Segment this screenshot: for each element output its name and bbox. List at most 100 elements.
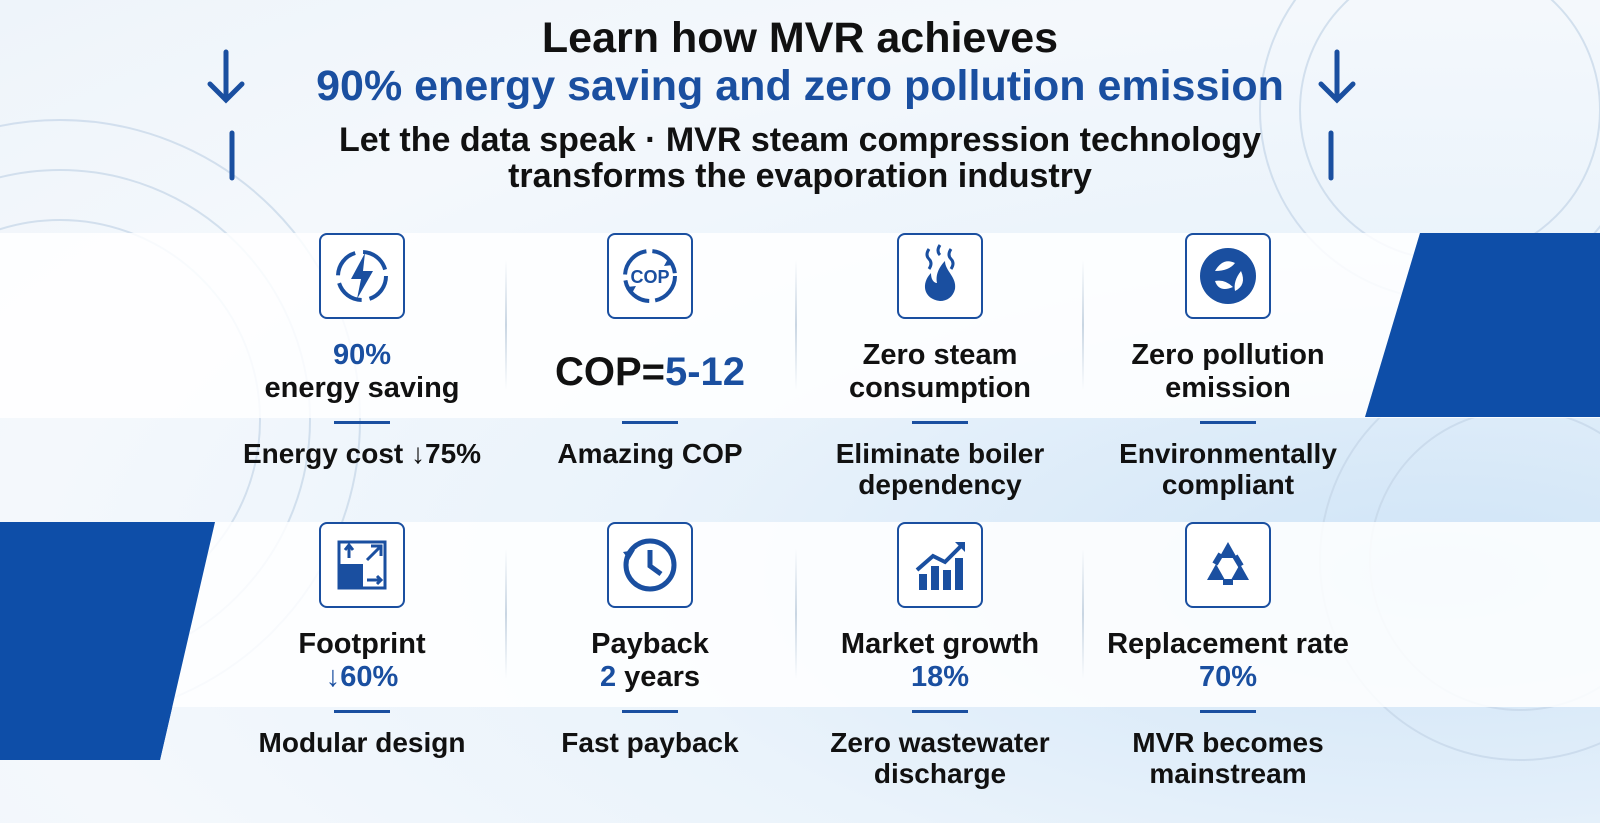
headline-line: ↓60% — [326, 661, 399, 694]
icon-graphic — [1200, 248, 1256, 304]
column-separator — [505, 260, 507, 390]
label: Footprint — [298, 628, 426, 660]
label: energy saving — [264, 372, 460, 404]
column-separator — [795, 549, 797, 679]
headline: Payback 2 years — [591, 614, 709, 708]
tagline: Let the data speak · MVR steam compressi… — [0, 122, 1600, 194]
caption-line: discharge — [873, 758, 1007, 789]
caption: MVR becomes mainstream — [1132, 727, 1323, 789]
column-separator — [1082, 260, 1084, 390]
headline-line: 90% — [333, 339, 391, 372]
divider — [1200, 421, 1256, 424]
caption-line: Amazing COP — [557, 438, 743, 469]
caption-line: compliant — [1161, 469, 1295, 500]
icon-graphic — [337, 540, 387, 590]
label: years — [616, 661, 700, 693]
caption: Fast payback — [561, 727, 738, 758]
stat-card: Payback 2 years Fast payback — [505, 522, 795, 792]
headline: Replacement rate 70% — [1107, 614, 1349, 708]
stat-card: 90% energy saving Energy cost ↓75% — [217, 233, 507, 503]
stat-card: Footprint ↓60% Modular design — [217, 522, 507, 792]
divider — [912, 710, 968, 713]
icon-graphic — [1207, 542, 1249, 585]
label: emission — [1165, 372, 1291, 404]
headline-line: 70% — [1199, 661, 1257, 694]
divider — [334, 421, 390, 424]
headline: Market growth 18% — [841, 614, 1039, 708]
divider — [912, 421, 968, 424]
metric: 90% — [332, 339, 392, 371]
icon-graphic — [623, 538, 677, 592]
icon — [607, 522, 693, 608]
divider — [622, 710, 678, 713]
caption: Eliminate boiler dependency — [836, 438, 1045, 500]
headline-line: 2 years — [600, 661, 700, 694]
caption: Energy cost ↓75% — [243, 438, 481, 469]
caption-line: Environmentally — [1119, 438, 1337, 469]
label: Zero pollution — [1131, 339, 1325, 371]
caption-line: Energy cost ↓75% — [242, 438, 482, 469]
headline: Zero steam consumption — [849, 325, 1031, 419]
label: Market growth — [840, 628, 1040, 660]
divider — [1200, 710, 1256, 713]
label: Zero steam — [862, 339, 1018, 371]
headline: 90% energy saving — [264, 325, 459, 419]
headline-line: Replacement rate — [1107, 628, 1349, 661]
stat-card: Market growth 18% Zero wastewater discharge — [795, 522, 1085, 792]
metric: 2 — [599, 661, 617, 693]
icon-graphic — [336, 250, 388, 302]
label: consumption — [848, 372, 1032, 404]
label: COP= — [554, 350, 665, 394]
headline-line: Market growth — [841, 628, 1039, 661]
caption-line: Modular design — [258, 727, 466, 758]
icon — [897, 522, 983, 608]
headline-line: Zero pollution — [1131, 339, 1324, 372]
caption-line: mainstream — [1149, 758, 1307, 789]
stat-card: Zero pollution emission Environmentally com… — [1083, 233, 1373, 503]
icon — [1185, 233, 1271, 319]
caption-line: MVR becomes — [1132, 727, 1324, 758]
headline-line: Zero steam — [863, 339, 1018, 372]
headline-line: 18% — [911, 661, 969, 694]
divider — [622, 421, 678, 424]
headline-line: Payback — [591, 628, 709, 661]
icon: COP — [607, 233, 693, 319]
headline-line: Footprint — [298, 628, 425, 661]
divider — [334, 710, 390, 713]
headline: COP=5-12 — [555, 325, 745, 419]
label: Payback — [591, 628, 709, 660]
metric: 18% — [910, 661, 970, 693]
tagline-line: transforms the evaporation industry — [508, 157, 1092, 195]
icon — [897, 233, 983, 319]
caption: Modular design — [259, 727, 466, 758]
icon — [319, 233, 405, 319]
metric: 5-12 — [664, 350, 746, 394]
caption: Zero wastewater discharge — [830, 727, 1049, 789]
stat-card: Replacement rate 70% MVR becomes mainstream — [1083, 522, 1373, 792]
label: Replacement rate — [1107, 628, 1349, 660]
caption-line: dependency — [858, 469, 1022, 500]
icon-graphic — [924, 244, 956, 301]
caption-line: Eliminate boiler — [835, 438, 1045, 469]
headline-line: consumption — [849, 372, 1031, 405]
column-separator — [505, 549, 507, 679]
headline-line: COP=5-12 — [555, 350, 745, 394]
metric: 70% — [1198, 661, 1258, 693]
caption: Amazing COP — [557, 438, 742, 469]
icon-text: COP — [630, 267, 669, 287]
headline-line: emission — [1165, 372, 1291, 405]
stat-card: COP COP=5-12 Amazing COP — [505, 233, 795, 503]
row-band — [0, 522, 1600, 707]
icon — [319, 522, 405, 608]
column-separator — [1082, 549, 1084, 679]
headline: Footprint ↓60% — [298, 614, 425, 708]
caption-line: Zero wastewater — [830, 727, 1050, 758]
caption: Environmentally compliant — [1119, 438, 1337, 500]
subtitle: 90% energy saving and zero pollution emi… — [316, 62, 1284, 110]
icon — [1185, 522, 1271, 608]
tagline-line: Let the data speak · MVR steam compressi… — [338, 121, 1261, 159]
headline-line: energy saving — [264, 372, 459, 405]
column-separator — [795, 260, 797, 390]
